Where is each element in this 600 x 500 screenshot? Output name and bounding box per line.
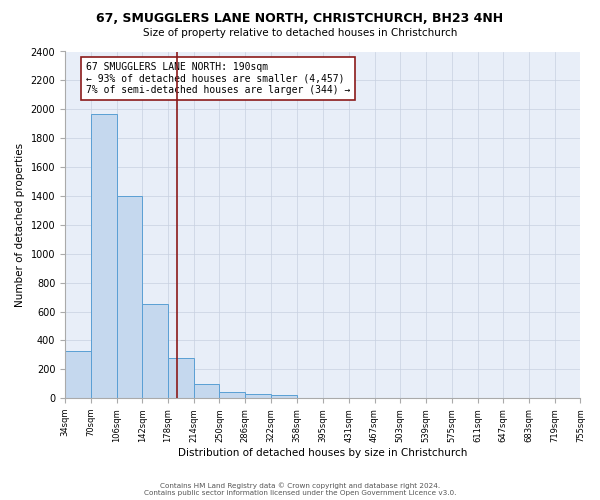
Bar [245,394,271,398]
Bar [91,114,116,398]
Bar [271,396,296,398]
Bar [65,352,91,398]
Bar [194,384,220,398]
Y-axis label: Number of detached properties: Number of detached properties [15,143,25,307]
Text: 67, SMUGGLERS LANE NORTH, CHRISTCHURCH, BH23 4NH: 67, SMUGGLERS LANE NORTH, CHRISTCHURCH, … [97,12,503,26]
Bar [116,196,142,398]
Text: 67 SMUGGLERS LANE NORTH: 190sqm
← 93% of detached houses are smaller (4,457)
7% : 67 SMUGGLERS LANE NORTH: 190sqm ← 93% of… [86,62,350,95]
Bar [142,304,168,398]
X-axis label: Distribution of detached houses by size in Christchurch: Distribution of detached houses by size … [178,448,467,458]
Text: Contains HM Land Registry data © Crown copyright and database right 2024.: Contains HM Land Registry data © Crown c… [160,482,440,489]
Text: Size of property relative to detached houses in Christchurch: Size of property relative to detached ho… [143,28,457,38]
Bar [220,392,245,398]
Bar [168,358,194,398]
Text: Contains public sector information licensed under the Open Government Licence v3: Contains public sector information licen… [144,490,456,496]
